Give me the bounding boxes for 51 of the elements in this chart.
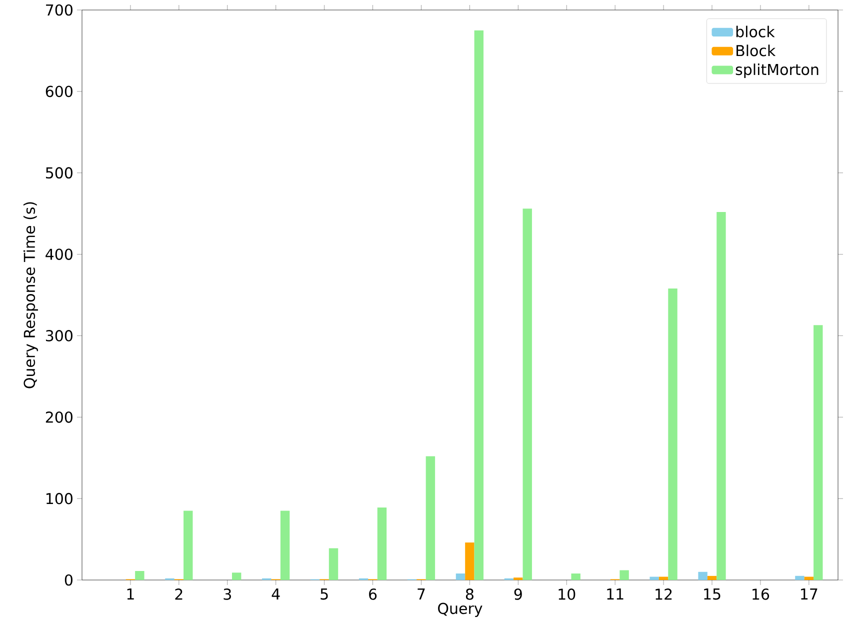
x-tick-label: 6 [369, 588, 377, 600]
bar [135, 571, 144, 580]
x-tick-label: 3 [224, 588, 231, 600]
bar [658, 576, 668, 580]
bar [814, 325, 823, 580]
legend-label: Block [736, 44, 776, 56]
x-tick-label: 5 [320, 588, 328, 600]
bar [795, 576, 804, 580]
x-tick-label: 15 [704, 588, 720, 600]
bar [668, 288, 678, 580]
bar [232, 572, 242, 580]
x-axis-title: Query [438, 602, 482, 617]
y-tick-label: 400 [46, 248, 72, 260]
bar [514, 578, 523, 580]
bar [707, 576, 717, 580]
x-tick-label: 9 [514, 588, 522, 600]
bar [426, 456, 436, 580]
x-tick-label: 12 [656, 588, 672, 600]
x-tick-label: 4 [272, 588, 280, 600]
y-tick-label: 600 [46, 86, 72, 98]
bar [465, 542, 474, 580]
y-axis-title: Query Response Time (s) [23, 202, 38, 388]
bar [571, 573, 580, 580]
bar [474, 30, 484, 580]
bar [698, 572, 708, 580]
bar [184, 510, 193, 580]
bar [456, 573, 466, 580]
legend-label: block [736, 26, 775, 38]
x-tick-label: 11 [607, 588, 624, 600]
y-tick-label: 100 [46, 492, 72, 504]
bar [716, 212, 726, 580]
x-tick-label: 7 [418, 588, 425, 600]
x-tick-label: 17 [801, 588, 818, 600]
bar [804, 576, 814, 580]
y-tick-label: 500 [46, 167, 72, 179]
x-tick-label: 1 [127, 588, 134, 600]
y-tick-label: 700 [46, 4, 72, 16]
y-tick-label: 300 [46, 330, 72, 342]
bar [280, 510, 290, 580]
bar [620, 570, 629, 580]
y-tick-label: 200 [46, 411, 72, 423]
bar [522, 208, 532, 580]
x-tick-label: 2 [175, 588, 182, 600]
x-tick-label: 16 [752, 588, 770, 600]
y-tick-label: 0 [64, 574, 72, 586]
x-tick-label: 8 [466, 588, 474, 600]
legend-label: splitMorton [736, 64, 818, 78]
bar [650, 576, 659, 580]
bar [377, 508, 387, 580]
bar [328, 548, 338, 580]
x-tick-label: 10 [558, 588, 576, 600]
